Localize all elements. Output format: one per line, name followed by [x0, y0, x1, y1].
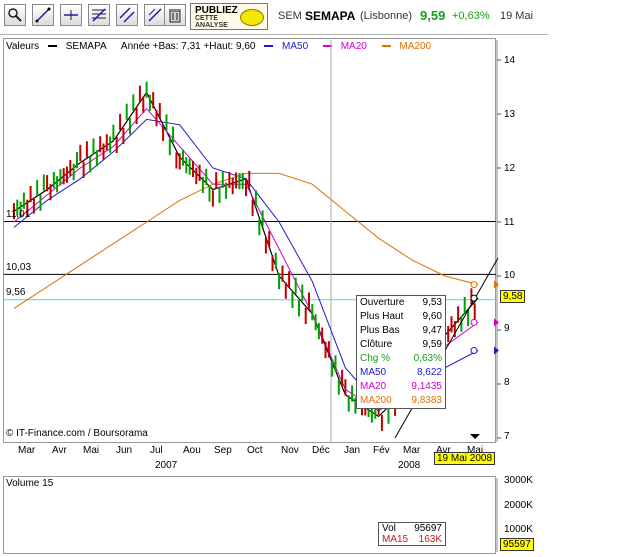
month-tick: Avr — [52, 445, 67, 456]
market-place: (Lisbonne) — [360, 10, 412, 22]
chart-legend: Valeurs SEMAPA Année +Bas: 7,31 +Haut: 9… — [6, 41, 443, 52]
month-tick: Jan — [344, 445, 361, 456]
info-change: Chg % 0,63% — [360, 353, 442, 364]
month-tick: Mai — [83, 445, 100, 456]
info-ma20: MA20 9,1435 — [360, 381, 442, 392]
month-tick: Mai — [467, 445, 484, 456]
price-tick: 13 — [504, 109, 516, 120]
month-tick: Jul — [150, 445, 163, 456]
legend-ma200: MA200 — [381, 41, 437, 52]
volume-title: Volume 15 — [6, 478, 54, 489]
series-ma200 — [13, 172, 479, 309]
price-tick: 12 — [504, 163, 516, 174]
fibonacci-icon[interactable] — [88, 4, 110, 26]
price-tick: 11 — [504, 217, 515, 228]
trash-icon[interactable] — [164, 4, 186, 26]
price-tick: 9 — [504, 323, 510, 334]
ad-title: PUBLIEZ — [195, 5, 238, 16]
ma20-arrow — [494, 318, 499, 327]
info-close: Clôture 9,59 — [360, 339, 442, 350]
info-open: Ouverture 9,53 — [360, 297, 442, 308]
month-tick: Mar — [403, 445, 421, 456]
ma50-marker — [470, 347, 478, 355]
month-tick: Mar — [18, 445, 36, 456]
price-marker — [470, 294, 478, 302]
zoom-icon[interactable] — [4, 4, 26, 26]
month-tick: Jun — [116, 445, 133, 456]
price-badge: 9,58 — [500, 290, 526, 303]
price-tick: 10 — [504, 270, 516, 281]
price-change: +0,63% — [452, 10, 490, 22]
info-high: Plus Haut 9,60 — [360, 311, 442, 322]
info-ma200: MA200 9,8383 — [360, 395, 442, 406]
price-tick: 8 — [504, 377, 510, 388]
price-tick: 7 — [504, 431, 510, 442]
year-label: 2008 — [398, 460, 421, 471]
month-tick: Avr — [436, 445, 451, 456]
parallel-icon[interactable] — [144, 4, 166, 26]
quote-date: 19 Mai — [500, 10, 534, 22]
ma200-arrow — [494, 280, 499, 289]
date-badge: 19 Mai 2008 — [434, 452, 496, 465]
volume-tick: 2000K — [504, 500, 533, 511]
month-tick: Aou — [183, 445, 201, 456]
ma20-marker — [470, 318, 478, 326]
hline-label-10: 10,03 — [6, 262, 32, 273]
volume-tick: 3000K — [504, 475, 533, 486]
info-low: Plus Bas 9,47 — [360, 325, 442, 336]
chart-toolbar: PUBLIEZ CETTE ANALYSE SEM SEMAPA (Lisbonn… — [0, 0, 548, 35]
ma50-arrow — [494, 346, 499, 355]
info-ma50: MA50 8,622 — [360, 367, 442, 378]
ma200-marker — [470, 281, 478, 289]
last-price: 9,59 — [420, 8, 446, 23]
legend-valeurs: Valeurs — [6, 41, 40, 52]
month-tick: Déc — [312, 445, 330, 456]
volume-badge: 95597 — [500, 538, 534, 551]
ohlc-infobox: Ouverture 9,53 Plus Haut 9,60 Plus Bas 9,47… — [356, 295, 446, 409]
line-icon[interactable] — [32, 4, 54, 26]
month-tick: Nov — [281, 445, 299, 456]
month-tick: Sep — [214, 445, 232, 456]
month-tick: Oct — [247, 445, 263, 456]
volume-tick: 1000K — [504, 524, 533, 535]
end-marker — [470, 434, 480, 439]
legend-range: Année +Bas: 7,31 +Haut: 9,60 — [120, 41, 256, 52]
copyright: © IT-Finance.com / Boursorama — [6, 428, 148, 439]
horizontal-line-icon[interactable] — [60, 4, 82, 26]
market-code: SEM — [278, 10, 302, 22]
price-tick: 14 — [504, 55, 516, 66]
hline-label-956: 9,56 — [6, 287, 26, 298]
month-tick: Fév — [373, 445, 390, 456]
channel-icon[interactable] — [116, 4, 138, 26]
legend-series: SEMAPA — [47, 41, 113, 52]
ticker-name: SEMAPA — [305, 9, 356, 23]
ad-subtitle: CETTE ANALYSE — [195, 15, 228, 29]
speech-bubble-icon — [240, 9, 264, 26]
legend-ma50: MA50 — [264, 41, 314, 52]
publish-analysis-button[interactable]: PUBLIEZ CETTE ANALYSE — [190, 3, 268, 30]
hline-label-11: 11,01 — [6, 209, 31, 220]
year-label: 2007 — [155, 460, 178, 471]
legend-ma20: MA20 — [322, 41, 373, 52]
volume-infobox: Vol 95697 MA15 163K — [378, 522, 446, 546]
